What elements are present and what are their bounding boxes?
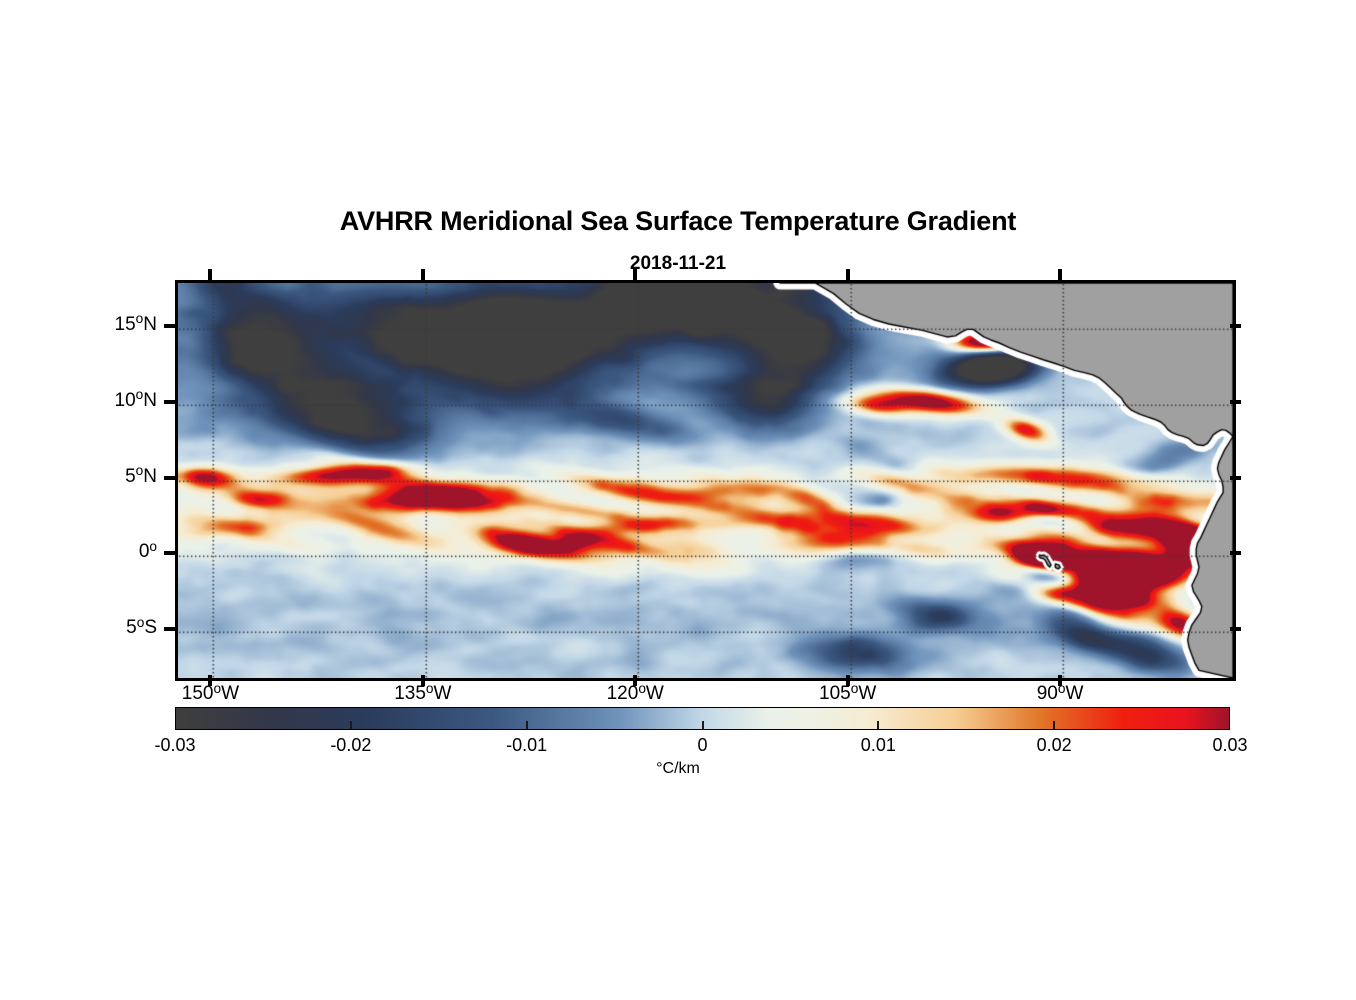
map-axes — [175, 280, 1236, 681]
colorbar-tick-label: 0 — [697, 735, 708, 755]
y-tick — [1230, 627, 1241, 632]
x-tick — [208, 269, 213, 280]
x-tick-label: 90oW — [1036, 680, 1084, 704]
x-tick — [845, 675, 850, 686]
x-tick-label: 105oW — [819, 680, 877, 704]
y-tick — [1230, 399, 1241, 404]
y-tick — [164, 475, 175, 480]
colorbar-tick — [877, 721, 880, 729]
x-tick — [1058, 269, 1063, 280]
colorbar-tick — [349, 721, 352, 729]
y-tick-label: 15oN — [114, 311, 157, 335]
x-tick-label: 120oW — [606, 680, 664, 704]
sst-gradient-heatmap — [178, 283, 1233, 678]
x-tick — [633, 269, 638, 280]
y-tick — [164, 399, 175, 404]
y-tick-label: 5oS — [126, 615, 157, 639]
colorbar-tick-label: -0.01 — [506, 735, 548, 755]
colorbar-tick — [701, 721, 704, 729]
page-title: AVHRR Meridional Sea Surface Temperature… — [339, 206, 1017, 236]
x-tick — [845, 269, 850, 280]
y-tick-label: 10oN — [114, 387, 157, 411]
colorbar-tick-label: -0.03 — [154, 735, 196, 755]
chart-subtitle: 2018-11-21 — [629, 253, 727, 274]
colorbar-tick-label: -0.02 — [330, 735, 372, 755]
x-tick — [633, 675, 638, 686]
y-tick-label: 5oN — [125, 463, 157, 487]
x-tick-label: 150oW — [181, 680, 240, 704]
colorbar-tick — [525, 721, 528, 729]
y-tick — [164, 551, 175, 556]
x-tick — [208, 675, 213, 686]
colorbar — [175, 707, 1230, 730]
x-tick-label: 135oW — [394, 680, 452, 704]
y-tick — [164, 323, 175, 328]
colorbar-tick-label: 0.02 — [1036, 735, 1072, 755]
y-tick — [164, 627, 175, 632]
colorbar-tick-label: 0.01 — [860, 735, 896, 755]
x-tick — [420, 269, 425, 280]
colorbar-gradient — [175, 707, 1230, 730]
y-tick — [1230, 475, 1241, 480]
y-tick-label: 0o — [138, 539, 157, 563]
colorbar-tick-label: 0.03 — [1212, 735, 1248, 755]
colorbar-unit-label: °C/km — [656, 760, 700, 777]
colorbar-tick — [1053, 721, 1056, 729]
x-tick — [420, 675, 425, 686]
y-tick — [1230, 323, 1241, 328]
y-tick — [1230, 551, 1241, 556]
x-tick — [1058, 675, 1063, 686]
